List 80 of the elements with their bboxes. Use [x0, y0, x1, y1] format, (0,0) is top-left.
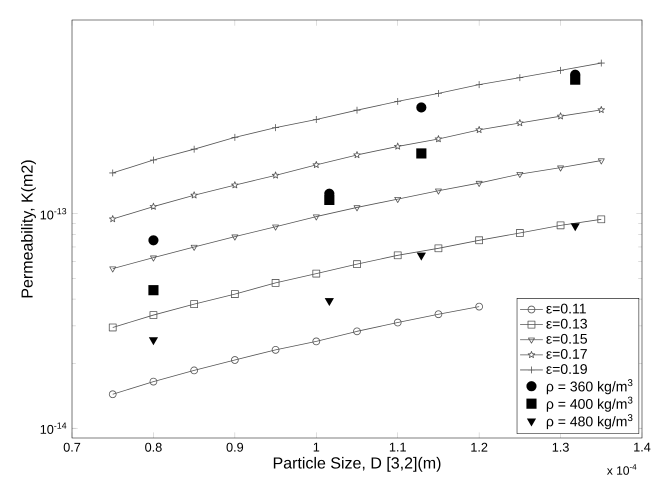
point [394, 318, 402, 326]
point [570, 223, 580, 232]
point [353, 151, 361, 158]
point [231, 181, 239, 188]
point [434, 135, 442, 142]
point [570, 74, 580, 85]
point [148, 285, 158, 296]
point [149, 337, 158, 346]
point [190, 366, 198, 374]
point [394, 196, 402, 203]
point [416, 252, 426, 260]
legend-label: ε=0.17 [546, 348, 587, 359]
point [272, 346, 280, 354]
point [230, 290, 239, 298]
point [516, 172, 524, 178]
x-tick-label: 1.1 [390, 442, 406, 452]
x-tick-label: 1.3 [552, 442, 569, 452]
point [272, 279, 280, 287]
point [353, 260, 361, 268]
point [476, 180, 483, 187]
point [272, 171, 280, 179]
point [354, 205, 360, 212]
point [556, 112, 564, 120]
legend-label: ε=0.19 [546, 364, 587, 374]
point [475, 126, 483, 134]
legend-label: ρ = 400 kg/m$^{3}$ [546, 396, 632, 412]
legend-label: ρ = 480 kg/m$^{3}$ [546, 414, 632, 430]
point [109, 266, 116, 272]
point [312, 270, 320, 278]
legend-label: ρ = 360 kg/m$^{3}$ [546, 379, 632, 394]
legend-label: ε=0.15 [546, 334, 587, 344]
y-tick-label: 10$^{-14}$ [40, 422, 66, 434]
point [475, 236, 484, 244]
y-tick-label: 10$^{-13}$ [40, 208, 66, 220]
point [516, 119, 524, 126]
point [230, 356, 239, 364]
point [108, 390, 117, 398]
point [434, 244, 442, 252]
point [434, 310, 442, 318]
point [324, 298, 334, 306]
point [416, 148, 426, 159]
x-tick-label: 1.2 [471, 442, 488, 452]
point [150, 256, 157, 262]
point [394, 142, 402, 150]
point [516, 229, 524, 237]
point [598, 106, 605, 114]
point [557, 166, 564, 172]
point [148, 235, 158, 246]
point [556, 221, 564, 230]
y-axis-title: Permeability, K(m2) [21, 160, 36, 298]
point [190, 191, 198, 198]
point [150, 378, 158, 386]
point [353, 327, 361, 336]
point [150, 202, 158, 210]
x-tick-label: 0.8 [145, 442, 162, 452]
point [435, 188, 442, 195]
point [416, 102, 426, 113]
point [312, 214, 320, 220]
point [324, 194, 334, 205]
legend-label: ε=0.13 [546, 318, 587, 329]
text: x 10$^{-4}$ [606, 464, 636, 475]
point [190, 300, 198, 308]
point [150, 311, 158, 319]
point [475, 302, 484, 310]
point [312, 161, 320, 168]
point [231, 234, 238, 241]
point [312, 338, 320, 346]
legend-label: ε=0.11 [546, 304, 586, 314]
x-tick-label: 0.7 [64, 442, 80, 452]
x-axis-title: Particle Size, D [3,2](m) [274, 456, 440, 472]
point [597, 215, 606, 224]
x-tick-label: 0.9 [226, 442, 244, 452]
point [190, 244, 198, 251]
point [109, 215, 116, 222]
x-tick-label: 1.4 [634, 442, 650, 452]
point [272, 224, 279, 231]
point [598, 158, 605, 164]
point [394, 251, 402, 260]
x-tick-label: 1 [314, 442, 320, 452]
point [108, 324, 117, 332]
